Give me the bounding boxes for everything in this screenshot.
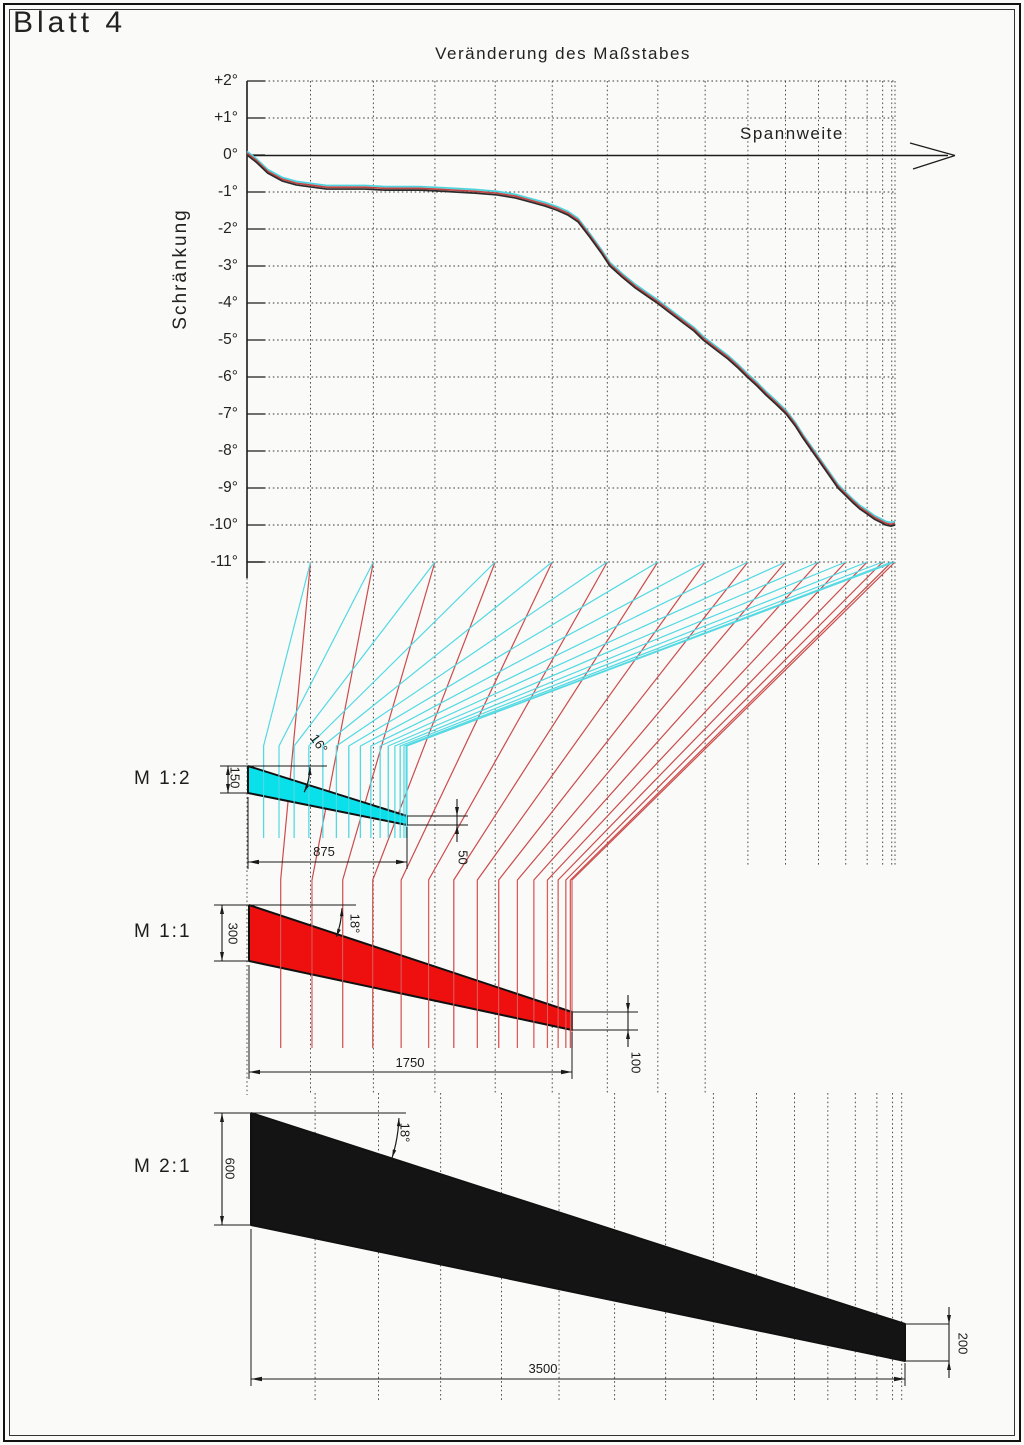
dim-root-300: 300 (225, 922, 241, 945)
x-axis-label: Spannweite (740, 124, 844, 143)
chart-title: Veränderung des Maßstabes (435, 44, 691, 63)
dim-root-150: 150 (227, 766, 243, 789)
grid-lines (247, 80, 896, 563)
y-tick-label: -4° (218, 294, 238, 311)
dim-span-875: 875 (313, 844, 335, 859)
rib-lines-red (280, 880, 573, 1048)
y-tick-label: -9° (218, 479, 238, 496)
y-tick-label: -8° (218, 442, 238, 459)
y-tick-label: -10° (209, 516, 238, 533)
y-tick-label: 0° (223, 146, 238, 163)
y-tick-label: -7° (218, 405, 238, 422)
chart-axes (246, 80, 956, 578)
angle-label-18-black: 18° (397, 1122, 413, 1143)
dim-span-3500: 3500 (528, 1361, 558, 1376)
y-tick-label: -2° (218, 220, 238, 237)
scale-label-1-1: M 1:1 (134, 921, 192, 942)
scale-label-2-1: M 2:1 (134, 1156, 192, 1177)
wing-planform-2-1 (250, 1112, 906, 1362)
y-tick-label: +2° (214, 72, 238, 89)
dim-tip-100: 100 (628, 1051, 644, 1074)
dim-span-1750: 1750 (395, 1055, 425, 1070)
wing-planform-1-1 (248, 904, 573, 1031)
y-tick-label: -11° (210, 553, 238, 570)
y-tick-label: -3° (218, 257, 238, 274)
dim-root-600: 600 (222, 1157, 238, 1180)
y-tick-label: -6° (218, 368, 238, 385)
scale-label-1-2: M 1:2 (134, 768, 192, 789)
rib-lines-cyan (263, 746, 408, 838)
wing-planform-1-2 (247, 765, 408, 826)
sheet-title: Blatt 4 (13, 6, 127, 39)
dim-tip-200: 200 (955, 1332, 971, 1355)
y-axis-label: Schränkung (170, 208, 191, 330)
y-tick-label: -1° (218, 183, 238, 200)
dim-tip-50: 50 (455, 850, 471, 865)
y-tick-label: +1° (214, 109, 238, 126)
projection-fan-cyan (262, 561, 896, 838)
y-tick-label: -5° (218, 331, 238, 348)
angle-label-18-red: 18° (347, 913, 363, 934)
dimension-lines (214, 765, 951, 1386)
twist-curves (246, 150, 896, 527)
